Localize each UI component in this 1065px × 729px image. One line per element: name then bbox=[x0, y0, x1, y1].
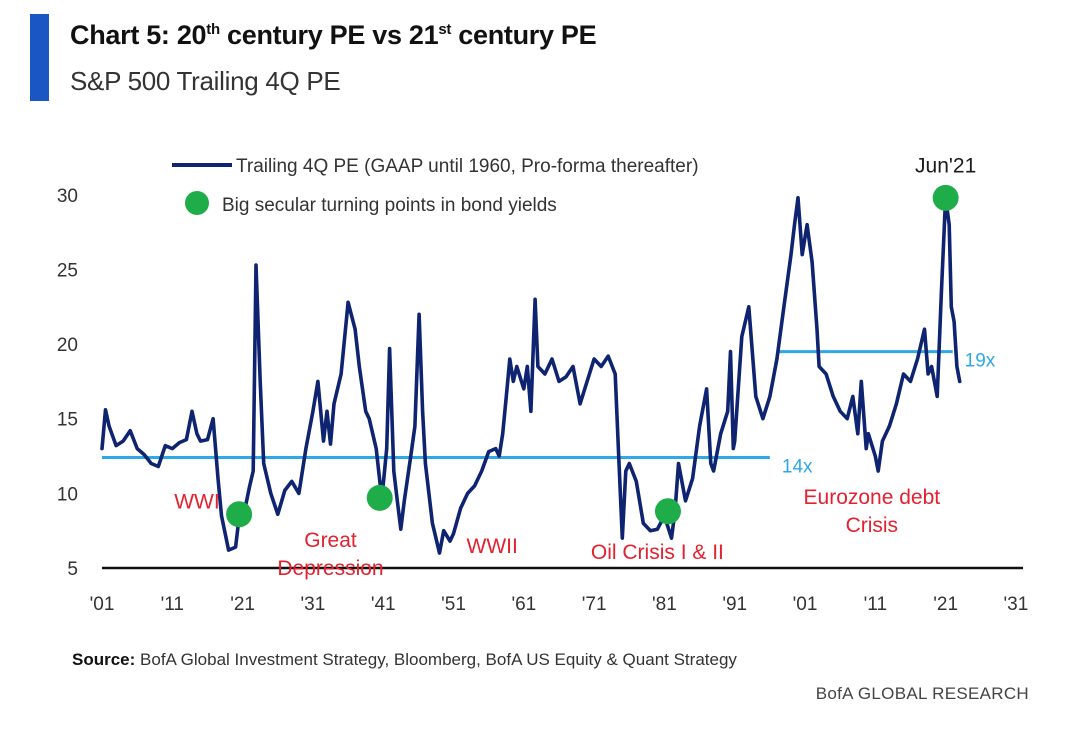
annotation-label: WWI bbox=[174, 490, 219, 513]
x-tick-label: '01 bbox=[90, 594, 115, 615]
accent-bar bbox=[30, 14, 49, 101]
source-note: Source: BofA Global Investment Strategy,… bbox=[72, 650, 737, 669]
chart-title: Chart 5: 20th century PE vs 21st century… bbox=[70, 20, 597, 50]
annotation-label: Great Depression bbox=[277, 529, 383, 580]
annotation-line: WWI bbox=[174, 490, 219, 513]
brand-footer: BofA GLOBAL RESEARCH bbox=[815, 684, 1029, 703]
annotation-line: Oil Crisis I & II bbox=[591, 541, 724, 564]
x-tick-label: '11 bbox=[864, 594, 887, 615]
x-tick-label: '31 bbox=[301, 594, 326, 615]
annotation-label: Oil Crisis I & II bbox=[591, 541, 724, 564]
x-tick-label: '71 bbox=[582, 594, 607, 615]
x-tick-label: '01 bbox=[793, 594, 818, 615]
turning-point-marker bbox=[932, 184, 959, 211]
legend-series-label: Trailing 4Q PE (GAAP until 1960, Pro-for… bbox=[236, 156, 699, 177]
turning-point-marker bbox=[654, 498, 681, 525]
chart-subtitle: S&P 500 Trailing 4Q PE bbox=[70, 66, 341, 96]
y-tick-label: 25 bbox=[57, 260, 78, 281]
x-tick-label: '21 bbox=[933, 594, 958, 615]
legend-turning-points-label: Big secular turning points in bond yield… bbox=[222, 195, 557, 216]
y-tick-label: 20 bbox=[57, 335, 78, 356]
x-tick-label: '31 bbox=[1004, 594, 1029, 615]
y-tick-label: 30 bbox=[57, 186, 78, 207]
x-tick-label: '51 bbox=[441, 594, 466, 615]
annotation-label: Jun'21 bbox=[915, 154, 976, 177]
reference-line-label: 19x bbox=[965, 351, 996, 372]
reference-line-label: 14x bbox=[782, 457, 813, 478]
x-tick-label: '61 bbox=[511, 594, 536, 615]
annotation-line: Jun'21 bbox=[915, 154, 976, 177]
annotation-line: Crisis bbox=[846, 514, 899, 537]
annotation-label: Eurozone debt Crisis bbox=[804, 486, 941, 537]
x-tick-label: '21 bbox=[230, 594, 255, 615]
annotation-line: Great bbox=[304, 529, 357, 552]
pe-series-line bbox=[100, 196, 962, 555]
x-tick-label: '91 bbox=[722, 594, 747, 615]
pe-line-chart: 5 10 15 20 25 30 '01 '11 '21 '31 '41 '51 '61 '71 '81 '9… bbox=[57, 154, 1029, 615]
turning-point-marker bbox=[366, 484, 393, 511]
y-tick-label: 15 bbox=[57, 410, 78, 431]
turning-point-marker bbox=[226, 501, 253, 528]
x-tick-label: '11 bbox=[161, 594, 184, 615]
annotation-line: Depression bbox=[277, 557, 383, 580]
annotation-line: Eurozone debt bbox=[804, 486, 941, 509]
legend-marker-swatch bbox=[185, 191, 209, 215]
x-tick-label: '81 bbox=[652, 594, 677, 615]
annotation-line: WWII bbox=[467, 535, 518, 558]
y-tick-label: 5 bbox=[67, 559, 78, 580]
y-tick-label: 10 bbox=[57, 484, 78, 505]
annotation-label: WWII bbox=[467, 535, 518, 558]
x-tick-label: '41 bbox=[371, 594, 396, 615]
